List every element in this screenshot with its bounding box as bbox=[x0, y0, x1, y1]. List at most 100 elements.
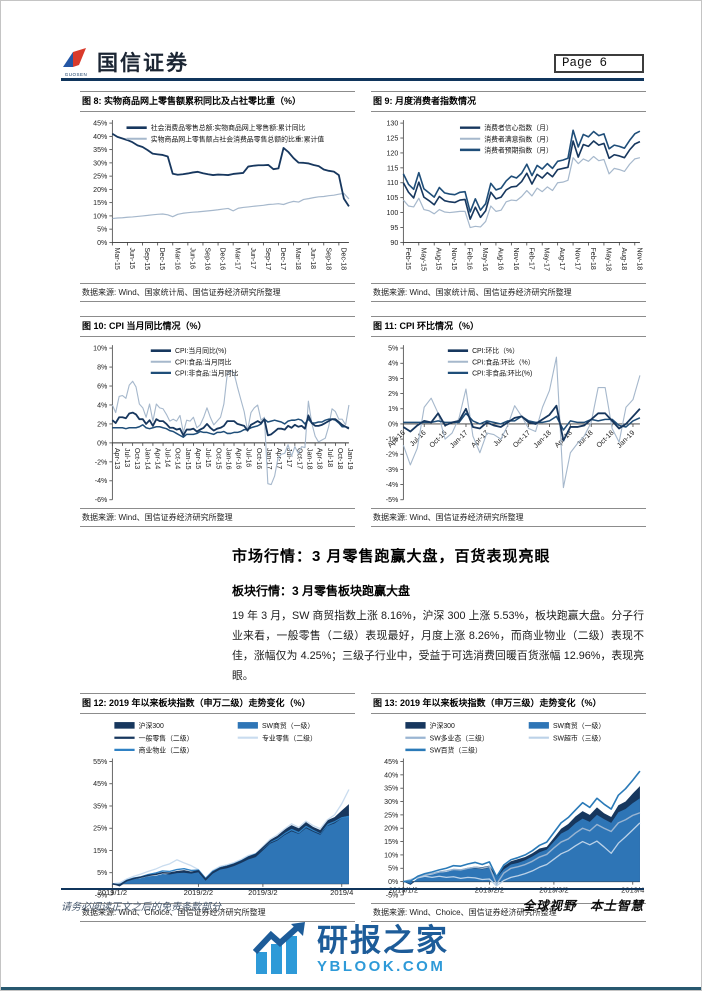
svg-text:SW百货（三级）: SW百货（三级） bbox=[430, 746, 482, 755]
figure-13-source: 数据来源: Wind、Choice、国信证券经济研究所整理 bbox=[371, 903, 646, 923]
svg-text:4%: 4% bbox=[388, 361, 399, 368]
svg-text:1%: 1% bbox=[388, 407, 399, 414]
figure-10: 图 10: CPI 当月同比情况（%） -6% -4% -2% 0% 2% 4% 6% 8% 1… bbox=[80, 316, 355, 528]
svg-text:SW超市（三级）: SW超市（三级） bbox=[553, 734, 605, 743]
svg-text:May-16: May-16 bbox=[481, 248, 488, 272]
svg-text:-3%: -3% bbox=[386, 467, 399, 474]
svg-text:Jul-13: Jul-13 bbox=[123, 448, 130, 467]
svg-text:0%: 0% bbox=[97, 240, 108, 247]
svg-text:Apr-17: Apr-17 bbox=[470, 430, 490, 450]
svg-text:Jun-17: Jun-17 bbox=[249, 248, 256, 270]
figure-8-source: 数据来源: Wind、国家统计局、国信证券经济研究所整理 bbox=[80, 283, 355, 303]
svg-text:-5%: -5% bbox=[95, 893, 108, 900]
svg-text:Jan-18: Jan-18 bbox=[306, 448, 313, 470]
svg-text:55%: 55% bbox=[93, 759, 108, 766]
svg-text:120: 120 bbox=[387, 151, 399, 158]
svg-text:2%: 2% bbox=[388, 391, 399, 398]
svg-text:Dec-15: Dec-15 bbox=[158, 248, 165, 271]
svg-text:2019/3/2: 2019/3/2 bbox=[539, 886, 569, 895]
svg-text:Sep-15: Sep-15 bbox=[143, 248, 150, 271]
svg-text:Sep-17: Sep-17 bbox=[264, 248, 271, 271]
figure-8-title: 图 8: 实物商品网上零售额累积同比及占社零比重（%） bbox=[80, 91, 355, 113]
svg-text:0%: 0% bbox=[97, 441, 108, 448]
svg-text:0%: 0% bbox=[388, 422, 399, 429]
svg-text:8%: 8% bbox=[97, 365, 108, 372]
svg-text:Jan-19: Jan-19 bbox=[346, 448, 353, 470]
svg-text:CPI:环比（%）: CPI:环比（%） bbox=[472, 347, 519, 356]
svg-text:May-15: May-15 bbox=[419, 248, 426, 272]
svg-text:2019/2/2: 2019/2/2 bbox=[184, 888, 214, 897]
svg-text:Mar-17: Mar-17 bbox=[234, 248, 241, 270]
watermark-subtitle: YBLOOK.COM bbox=[317, 957, 446, 975]
svg-text:Sep-18: Sep-18 bbox=[324, 248, 331, 271]
svg-text:30%: 30% bbox=[384, 799, 399, 806]
svg-text:May-17: May-17 bbox=[543, 248, 550, 272]
chart-figure-12: -5% 5% 15% 25% 35% 45% 55% 2019/1/2 2019/2/2 2019… bbox=[93, 721, 353, 900]
mid-figures-grid: 图 10: CPI 当月同比情况（%） -6% -4% -2% 0% 2% 4% 6% 8% 1… bbox=[80, 316, 646, 528]
svg-text:Oct-13: Oct-13 bbox=[133, 448, 140, 469]
svg-text:Oct-15: Oct-15 bbox=[214, 448, 221, 469]
disclaimer-text: 请务必阅读正文之后的免责条款部分 bbox=[61, 902, 221, 913]
svg-text:Sep-16: Sep-16 bbox=[203, 248, 210, 271]
svg-text:125: 125 bbox=[387, 136, 399, 143]
report-body: 图 8: 实物商品网上零售额累积同比及占社零比重（%） 0% 5% 10% 15% 20… bbox=[80, 91, 646, 923]
svg-text:-4%: -4% bbox=[95, 479, 108, 486]
svg-text:90: 90 bbox=[390, 240, 398, 247]
svg-text:3%: 3% bbox=[388, 376, 399, 383]
svg-text:0%: 0% bbox=[388, 879, 399, 886]
svg-text:20%: 20% bbox=[384, 826, 399, 833]
svg-text:Jul-14: Jul-14 bbox=[164, 448, 171, 467]
svg-text:Jul-17: Jul-17 bbox=[285, 448, 292, 467]
brand-name: 国信证券 bbox=[97, 51, 189, 75]
svg-text:消费者预期指数（月）: 消费者预期指数（月） bbox=[484, 146, 553, 155]
svg-text:Dec-16: Dec-16 bbox=[219, 248, 226, 271]
page-bottom-edge bbox=[1, 987, 701, 990]
svg-text:Feb-16: Feb-16 bbox=[466, 248, 473, 270]
svg-text:2%: 2% bbox=[97, 422, 108, 429]
figure-10-title: 图 10: CPI 当月同比情况（%） bbox=[80, 316, 355, 338]
svg-text:Mar-18: Mar-18 bbox=[294, 248, 301, 270]
svg-text:Oct-17: Oct-17 bbox=[512, 430, 532, 450]
bottom-figures-grid: 图 12: 2019 年以来板块指数（申万二级）走势变化（%） -5% 5% 15%… bbox=[80, 693, 646, 923]
svg-text:Dec-17: Dec-17 bbox=[279, 248, 286, 271]
svg-text:CPI:食品:当月同比: CPI:食品:当月同比 bbox=[175, 358, 232, 367]
svg-text:-5%: -5% bbox=[386, 893, 399, 900]
brand: GUOSEN 国信证券 bbox=[61, 45, 189, 77]
svg-text:Oct-18: Oct-18 bbox=[336, 448, 343, 469]
svg-text:40%: 40% bbox=[93, 134, 108, 141]
svg-text:Jan-17: Jan-17 bbox=[265, 448, 272, 470]
watermark-chart-icon bbox=[253, 922, 305, 974]
figure-13-title: 图 13: 2019 年以来板块指数（申万三级）走势变化（%） bbox=[371, 693, 646, 715]
svg-text:Apr-13: Apr-13 bbox=[113, 448, 120, 469]
chart-figure-8: 0% 5% 10% 15% 20% 25% 30% 35% 40% 45% Mar-15 Jun-15… bbox=[93, 120, 350, 271]
svg-text:Feb-18: Feb-18 bbox=[589, 248, 596, 270]
svg-text:实物商品网上零售额占社会消费品零售总额的比重:累计值: 实物商品网上零售额占社会消费品零售总额的比重:累计值 bbox=[151, 135, 325, 144]
svg-text:Apr-14: Apr-14 bbox=[153, 448, 160, 469]
page-number-label: Page 6 bbox=[562, 56, 608, 70]
svg-text:105: 105 bbox=[387, 195, 399, 202]
market-section: 市场行情：3 月零售跑赢大盘，百货表现亮眼 板块行情：3 月零售板块跑赢大盘 1… bbox=[232, 545, 644, 687]
svg-text:沪深300: 沪深300 bbox=[430, 721, 455, 730]
chart-figure-13: -5% 0% 5% 10% 15% 20% 25% 30% 35% 40% 45% 2019/1/2 2… bbox=[384, 721, 644, 900]
figure-12: 图 12: 2019 年以来板块指数（申万二级）走势变化（%） -5% 5% 15%… bbox=[80, 693, 355, 923]
svg-text:Aug-18: Aug-18 bbox=[620, 248, 627, 271]
svg-text:Aug-17: Aug-17 bbox=[558, 248, 565, 271]
svg-text:5%: 5% bbox=[388, 866, 399, 873]
page-number-box: Page 6 bbox=[554, 54, 644, 73]
svg-text:CPI:当月同比(%): CPI:当月同比(%) bbox=[175, 347, 226, 356]
svg-text:25%: 25% bbox=[384, 813, 399, 820]
svg-text:SW多业态（三级）: SW多业态（三级） bbox=[430, 734, 489, 743]
guosen-logo-icon bbox=[63, 48, 86, 67]
section-subtitle: 板块行情：3 月零售板块跑赢大盘 bbox=[232, 584, 411, 599]
svg-text:-2%: -2% bbox=[386, 452, 399, 459]
svg-text:SW商贸（一级）: SW商贸（一级） bbox=[262, 721, 314, 730]
svg-text:45%: 45% bbox=[93, 781, 108, 788]
chart-figure-9: 90 95 100 105 110 115 120 125 130 Feb-15 May-15 Aug… bbox=[387, 120, 642, 272]
svg-text:2019/3/2: 2019/3/2 bbox=[248, 888, 278, 897]
svg-text:Apr-15: Apr-15 bbox=[194, 448, 201, 469]
svg-text:CPI:非食品:环比(%): CPI:非食品:环比(%) bbox=[472, 369, 532, 378]
svg-text:Aug-16: Aug-16 bbox=[496, 248, 503, 271]
svg-text:Jan-18: Jan-18 bbox=[533, 430, 553, 450]
svg-text:Oct-14: Oct-14 bbox=[174, 448, 181, 469]
svg-text:110: 110 bbox=[387, 180, 398, 187]
